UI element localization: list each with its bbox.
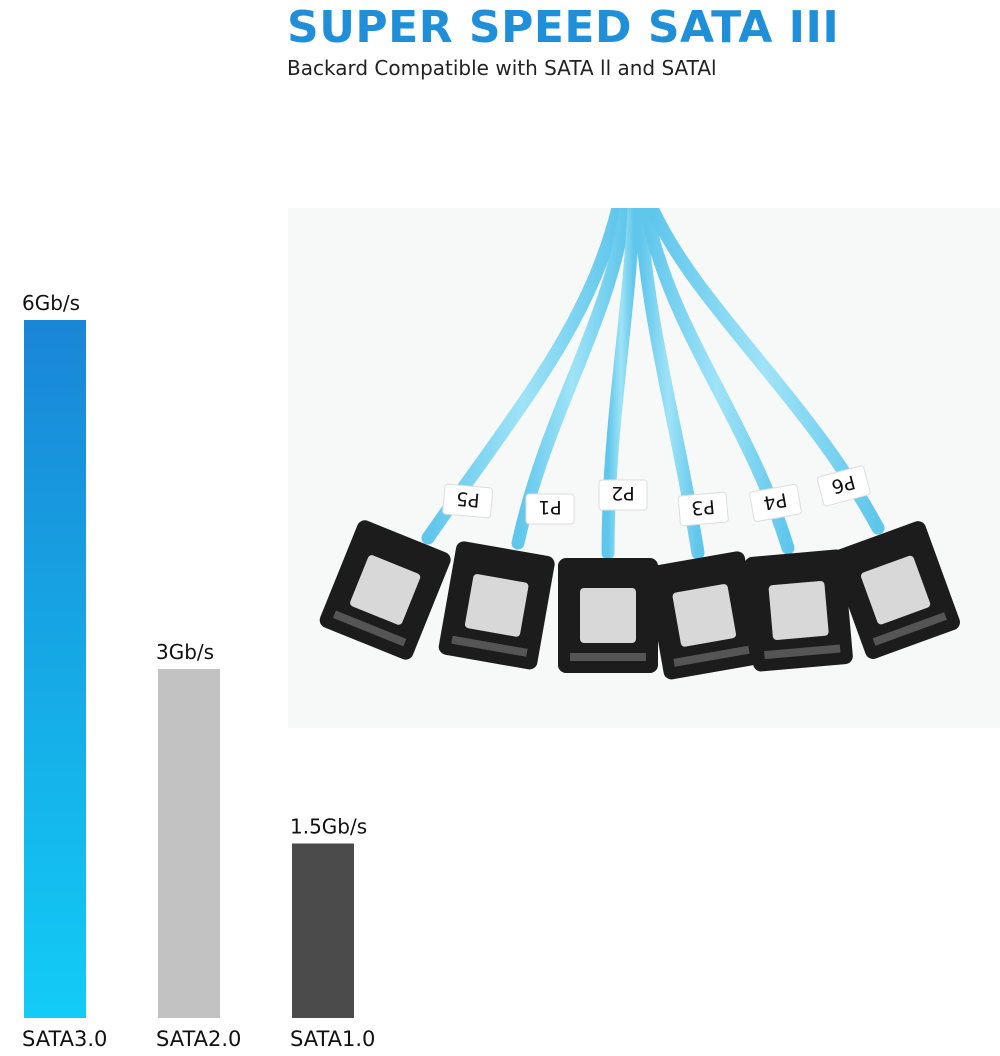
port-label-tag: P1	[525, 493, 575, 525]
sata-cable-photo: P5 P1 P2 P3 P4 P6	[288, 201, 1000, 728]
bar-sata2-0	[158, 669, 220, 1018]
port-label-tag: P4	[749, 483, 802, 522]
category-label: SATA1.0	[290, 1027, 375, 1051]
bar-sata3-0	[24, 320, 86, 1018]
sata-connector	[319, 520, 451, 660]
page-title: SUPER SPEED SATA III	[287, 2, 840, 53]
port-label: P2	[611, 482, 635, 504]
port-label: P5	[455, 487, 480, 511]
value-label: 3Gb/s	[156, 640, 214, 664]
category-label: SATA3.0	[22, 1027, 107, 1051]
port-label-tag: P2	[598, 479, 648, 511]
bar-sata1-0	[292, 843, 354, 1018]
port-labels-group: P5 P1 P2 P3 P4 P6	[442, 465, 871, 527]
port-label: P4	[762, 488, 789, 514]
port-label: P1	[538, 496, 562, 518]
sata-connector	[831, 521, 960, 659]
sata-connector	[438, 541, 555, 670]
connector-group	[319, 520, 960, 680]
port-label: P3	[690, 495, 715, 519]
sata-connector	[646, 551, 763, 680]
bars-group: 6Gb/s SATA3.0 3Gb/s SATA2.0 1.5Gb/s SATA1.0	[22, 291, 375, 1051]
port-label-tag: P6	[816, 465, 871, 507]
value-label: 1.5Gb/s	[290, 815, 367, 839]
value-label: 6Gb/s	[22, 291, 80, 315]
sata-connector	[558, 558, 658, 673]
category-label: SATA2.0	[156, 1027, 241, 1051]
page-subtitle: Backard Compatible with SATA ll and SATA…	[287, 56, 717, 80]
port-label-tag: P5	[442, 483, 494, 519]
sata-connector	[744, 549, 853, 672]
port-label-tag: P3	[677, 491, 729, 527]
sata-cable-illustration: P5 P1 P2 P3 P4 P6	[319, 201, 960, 680]
